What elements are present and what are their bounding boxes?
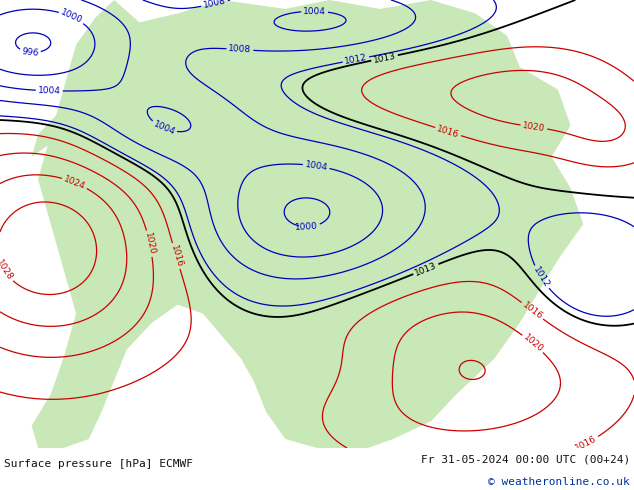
Text: 1020: 1020 (521, 333, 545, 354)
Text: 1020: 1020 (143, 232, 157, 256)
Text: 1016: 1016 (436, 124, 460, 139)
Text: 1008: 1008 (228, 45, 252, 55)
Text: 1008: 1008 (202, 0, 227, 10)
Text: 996: 996 (21, 47, 39, 58)
Text: 1028: 1028 (0, 259, 15, 283)
Polygon shape (32, 0, 583, 448)
Text: 1016: 1016 (574, 434, 598, 453)
Polygon shape (32, 76, 139, 157)
Text: Fr 31-05-2024 00:00 UTC (00+24): Fr 31-05-2024 00:00 UTC (00+24) (421, 455, 630, 465)
Text: 1000: 1000 (295, 221, 318, 232)
Text: 1004: 1004 (152, 120, 176, 137)
Text: 1016: 1016 (521, 300, 544, 321)
Text: 1020: 1020 (522, 121, 546, 133)
Text: 1000: 1000 (59, 8, 84, 25)
Text: 1013: 1013 (413, 261, 438, 277)
Text: 1012: 1012 (344, 53, 368, 66)
Text: 1012: 1012 (531, 265, 551, 290)
Text: 1004: 1004 (303, 7, 326, 16)
Text: © weatheronline.co.uk: © weatheronline.co.uk (488, 477, 630, 488)
Text: Surface pressure [hPa] ECMWF: Surface pressure [hPa] ECMWF (4, 459, 193, 469)
Text: 1004: 1004 (304, 160, 328, 172)
Text: 1004: 1004 (37, 86, 61, 96)
Text: 1013: 1013 (372, 51, 397, 65)
Text: 1016: 1016 (169, 244, 184, 269)
Text: 1024: 1024 (63, 174, 87, 191)
